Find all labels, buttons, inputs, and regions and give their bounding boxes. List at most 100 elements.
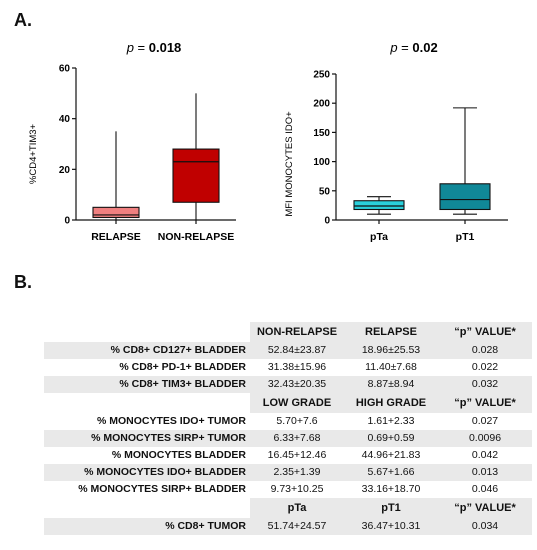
y-tick-label: 250 [313,70,330,81]
box-relapse [92,131,140,220]
iqr-box [439,183,491,211]
y-tick-label: 60 [59,64,71,75]
cell-value: 16.45+12.46 [250,447,344,464]
title-eq: = [134,40,149,55]
x-tick-label: RELAPSE [91,231,141,243]
cell-p-value: 0.022 [438,359,532,376]
cell-value: 51.74+24.57 [250,518,344,535]
iqr-box [92,206,140,219]
column-header: LOW GRADE [250,393,344,413]
table-row: % MONOCYTES IDO+ BLADDER 2.35+1.39 5.67+… [44,464,532,481]
row-label: % CD8+ TUMOR [44,518,250,535]
cell-p-value: 0.046 [438,481,532,498]
chart-title: p = 0.018 [126,40,182,55]
x-tick-label: NON-RELAPSE [158,231,234,243]
title-p: p [389,40,397,55]
header-spacer [44,498,250,518]
cell-p-value: 0.013 [438,464,532,481]
title-value: 0.02 [412,40,437,55]
cell-value: 8.87±8.94 [344,376,438,393]
cell-p-value: 0.042 [438,447,532,464]
row-label: % CD8+ TIM3+ BLADDER [44,376,250,393]
y-tick-label: 50 [319,186,331,197]
cell-value: 5.67+1.66 [344,464,438,481]
cell-value: 44.96+21.83 [344,447,438,464]
y-tick-label: 40 [59,114,71,125]
cell-p-value: 0.028 [438,342,532,359]
cell-value: 5.70+7.6 [250,413,344,430]
cell-value: 6.33+7.68 [250,430,344,447]
box-pta [353,196,405,215]
column-header: HIGH GRADE [344,393,438,413]
panel-b-label: B. [14,272,32,292]
row-label: % MONOCYTES SIRP+ TUMOR [44,430,250,447]
column-header: “p” VALUE* [438,322,532,342]
column-header: RELAPSE [344,322,438,342]
column-header: pT1 [344,498,438,518]
column-header: pTa [250,498,344,518]
y-axis-label: %CD4+TIM3+ [28,123,39,184]
cell-value: 52.84±23.87 [250,342,344,359]
y-tick-label: 20 [59,165,71,176]
table-row: % MONOCYTES BLADDER 16.45+12.46 44.96+21… [44,447,532,464]
boxes [92,93,220,220]
x-tick-label: pTa [370,231,388,243]
x-axis: RELAPSE NON-RELAPSE [76,219,236,243]
y-tick-label: 200 [313,99,330,110]
cell-value: 9.73+10.25 [250,481,344,498]
iqr-box [172,148,220,203]
table-row: % CD8+ TUMOR 51.74+24.57 36.47+10.31 0.0… [44,518,532,535]
box-plot-mfi-ido: p = 0.02 MFI MONOCYTES IDO+ 0 50 100 150 200… [284,40,508,243]
x-tick-label: pT1 [456,231,475,243]
cell-value: 2.35+1.39 [250,464,344,481]
cell-p-value: 0.027 [438,413,532,430]
iqr-box [353,200,405,211]
table-row: % CD8+ CD127+ BLADDER 52.84±23.87 18.96±… [44,342,532,359]
x-axis: pTa pT1 [336,219,508,243]
cell-value: 11.40±7.68 [344,359,438,376]
y-tick-label: 0 [64,216,70,227]
cell-value: 31.38±15.96 [250,359,344,376]
header-spacer [44,322,250,342]
table-row: % MONOCYTES SIRP+ TUMOR 6.33+7.68 0.69+0… [44,430,532,447]
row-label: % CD8+ CD127+ BLADDER [44,342,250,359]
results-table: NON-RELAPSE RELAPSE “p” VALUE* % CD8+ CD… [44,322,532,535]
cell-value: 36.47+10.31 [344,518,438,535]
box-non-relapse [172,93,220,220]
cell-value: 0.69+0.59 [344,430,438,447]
cell-value: 32.43±20.35 [250,376,344,393]
chart-title: p = 0.02 [389,40,437,55]
row-label: % MONOCYTES BLADDER [44,447,250,464]
cell-value: 1.61+2.33 [344,413,438,430]
row-label: % CD8+ PD-1+ BLADDER [44,359,250,376]
column-header: NON-RELAPSE [250,322,344,342]
panel-a-label: A. [14,10,32,30]
column-header: “p” VALUE* [438,498,532,518]
y-axis: 0 50 100 150 200 250 [313,70,337,227]
title-value: 0.018 [149,40,182,55]
title-p: p [126,40,134,55]
row-label: % MONOCYTES SIRP+ BLADDER [44,481,250,498]
boxes [353,107,491,215]
table-row: % CD8+ TIM3+ BLADDER 32.43±20.35 8.87±8.… [44,376,532,393]
cell-value: 33.16+18.70 [344,481,438,498]
table-header-row: pTa pT1 “p” VALUE* [44,498,532,518]
cell-p-value: 0.0096 [438,430,532,447]
cell-p-value: 0.032 [438,376,532,393]
y-axis: 0 20 40 60 [59,64,77,227]
title-eq: = [398,40,413,55]
y-tick-label: 100 [313,157,330,168]
cell-p-value: 0.034 [438,518,532,535]
y-tick-label: 0 [324,216,330,227]
table-header-row: NON-RELAPSE RELAPSE “p” VALUE* [44,322,532,342]
row-label: % MONOCYTES IDO+ BLADDER [44,464,250,481]
box-plot-cd4-tim3: p = 0.018 %CD4+TIM3+ 0 20 40 60 RELAPSE NON-… [28,40,236,243]
table-row: % CD8+ PD-1+ BLADDER 31.38±15.96 11.40±7… [44,359,532,376]
y-axis-label: MFI MONOCYTES IDO+ [284,111,295,217]
header-spacer [44,393,250,413]
table-row: % MONOCYTES IDO+ TUMOR 5.70+7.6 1.61+2.3… [44,413,532,430]
table-row: % MONOCYTES SIRP+ BLADDER 9.73+10.25 33.… [44,481,532,498]
column-header: “p” VALUE* [438,393,532,413]
row-label: % MONOCYTES IDO+ TUMOR [44,413,250,430]
table-header-row: LOW GRADE HIGH GRADE “p” VALUE* [44,393,532,413]
